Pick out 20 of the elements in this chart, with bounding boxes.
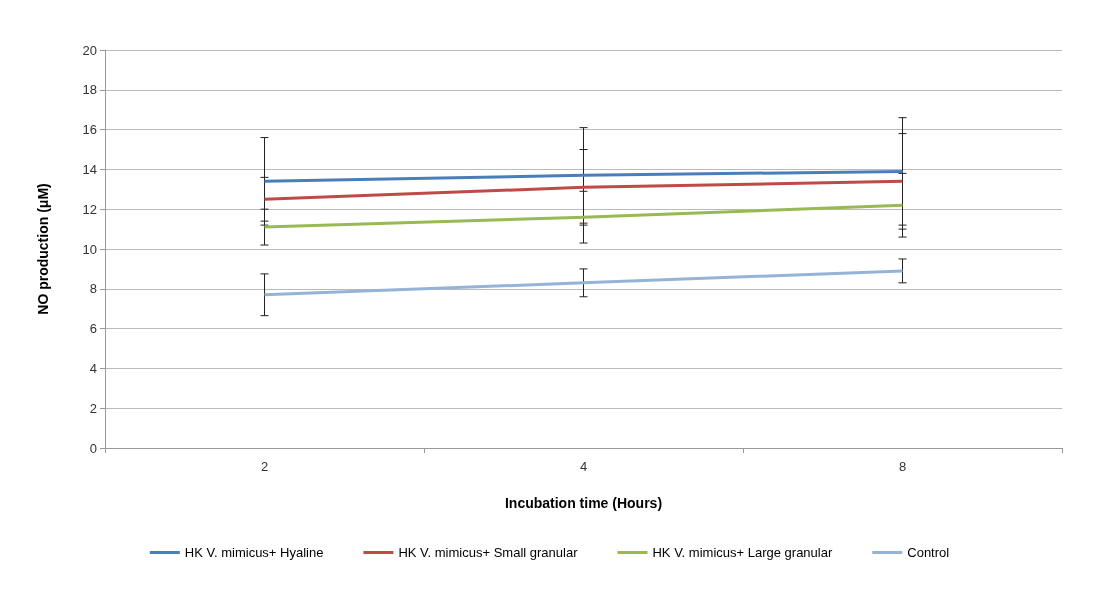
y-tick-label: 0 [89,440,97,456]
y-axis-title: NO production (μM) [35,183,51,315]
x-tick-label: 2 [260,459,269,474]
y-tick-label: 8 [89,281,97,297]
legend-label: HK V. mimicus+ Small granular [398,545,579,560]
y-tick-label: 10 [82,241,97,257]
x-tick-label: 8 [898,459,907,474]
y-tick-label: 18 [82,82,97,98]
x-tick-label: 4 [579,459,588,474]
y-tick-label: 12 [82,201,97,217]
y-tick-label: 14 [82,161,97,177]
legend-label: HK V. mimicus+ Hyaline [184,545,324,560]
y-tick-label: 16 [82,122,97,138]
y-tick-label: 6 [89,321,97,337]
legend-label: HK V. mimicus+ Large granular [652,545,833,560]
y-tick-label: 4 [89,360,97,376]
y-tick-label: 20 [82,42,97,58]
legend-label: Control [907,545,950,560]
x-axis-title: Incubation time (Hours) [504,495,663,511]
y-tick-label: 2 [89,400,97,416]
